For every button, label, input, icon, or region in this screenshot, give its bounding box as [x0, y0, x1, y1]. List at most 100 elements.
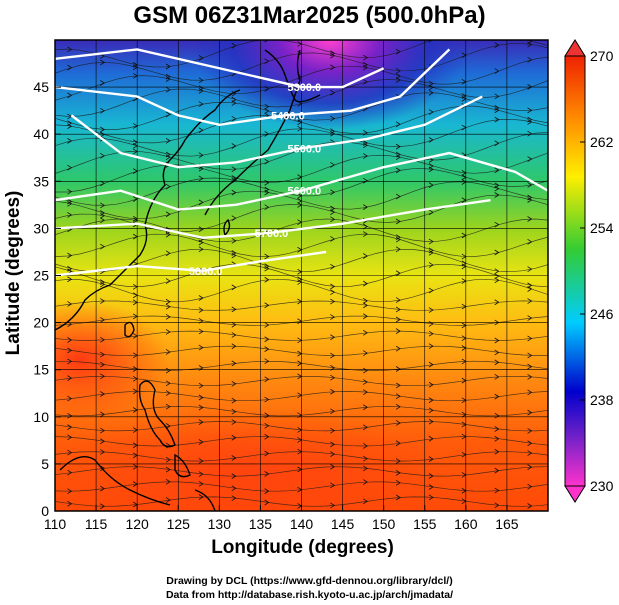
streamline-arrow — [100, 59, 106, 66]
streamline-arrow — [67, 276, 73, 283]
streamline-arrow — [330, 441, 336, 448]
streamline-arrow — [527, 197, 533, 203]
streamline-arrow — [330, 388, 336, 395]
streamline-arrow — [67, 395, 73, 402]
x-tick-label: 140 — [290, 516, 314, 532]
streamline-arrow — [527, 450, 533, 456]
streamline-arrow — [330, 463, 336, 470]
axis-ticks: 110 115 120 125 130 135 140 145 150 155 160 165 0 5 10… — [33, 79, 518, 532]
contour-line — [55, 250, 327, 277]
streamline-arrow — [231, 166, 237, 173]
x-tick-label: 145 — [331, 516, 355, 532]
streamline-arrow — [198, 55, 204, 61]
streamline-arrow — [428, 494, 434, 501]
streamline-arrow — [395, 218, 401, 225]
streamline-arrow — [494, 412, 500, 419]
streamline-arrow — [231, 252, 237, 259]
streamline-arrow — [264, 322, 270, 328]
streamline-arrow — [428, 238, 434, 245]
streamline-arrow — [428, 397, 434, 403]
streamline-arrow — [330, 263, 336, 270]
streamline-arrow — [264, 253, 270, 260]
streamline-arrow — [198, 101, 204, 107]
streamline-arrow — [395, 480, 401, 486]
streamline-arrow — [67, 424, 73, 430]
streamline-arrow — [527, 389, 533, 396]
streamline-arrow — [264, 346, 270, 352]
streamline-arrow — [428, 209, 434, 216]
streamline-arrow — [527, 374, 533, 380]
streamline-arrow — [428, 40, 433, 43]
streamline-arrow — [198, 127, 204, 134]
contour-label: 5400.0 — [271, 110, 305, 122]
streamline-arrow — [165, 111, 171, 118]
streamline-arrow — [330, 50, 336, 57]
streamline-arrow — [198, 199, 204, 206]
streamline-arrow — [264, 108, 270, 114]
streamline-arrow — [165, 86, 171, 93]
streamline-arrow — [363, 389, 368, 396]
streamline-arrow — [395, 366, 401, 372]
streamline-arrow — [231, 284, 237, 291]
streamline-arrow — [330, 482, 336, 489]
streamline-arrow — [428, 249, 434, 256]
streamline-arrow — [395, 345, 401, 352]
streamline-arrow — [395, 77, 401, 83]
streamline-arrow — [494, 277, 500, 284]
streamline-arrow — [67, 92, 73, 99]
streamline-arrow — [231, 485, 237, 492]
streamline-arrow — [198, 152, 204, 159]
streamline-arrow — [527, 182, 533, 188]
streamline-arrow — [67, 164, 73, 171]
streamline-arrow — [67, 188, 73, 195]
contour-label: 5800.0 — [189, 266, 223, 278]
streamline-arrow — [395, 236, 401, 243]
streamline-arrow — [231, 397, 237, 404]
streamline-arrow — [198, 175, 204, 182]
streamline-arrow — [527, 116, 533, 123]
contour-label: 5600.0 — [288, 186, 322, 198]
contour-line — [55, 151, 548, 211]
streamline-arrow — [231, 115, 237, 122]
streamline-arrow — [494, 374, 500, 380]
streamline-arrow — [330, 502, 336, 509]
streamline-arrow — [494, 68, 500, 74]
contour-line — [70, 95, 483, 169]
streamline-arrow — [165, 349, 171, 355]
streamline-arrow — [494, 42, 500, 48]
streamline-arrow — [428, 343, 434, 350]
streamline-arrow — [67, 64, 73, 71]
x-tick-label: 110 — [44, 516, 67, 532]
streamline-arrow — [165, 76, 171, 82]
streamline-arrow — [428, 182, 434, 188]
y-tick-label: 35 — [33, 173, 49, 189]
streamline-arrow — [527, 216, 533, 222]
streamline-arrow — [198, 226, 204, 233]
streamline-arrow — [198, 458, 204, 464]
streamline-arrow — [100, 317, 106, 323]
streamline-arrow — [100, 80, 106, 86]
streamline-arrow — [198, 295, 204, 301]
streamline-arrow — [494, 249, 500, 256]
streamline-arrow — [428, 435, 434, 442]
streamline-arrow — [428, 484, 434, 490]
streamline-arrow — [330, 130, 336, 137]
streamline-arrow — [198, 165, 204, 172]
streamline-arrow — [264, 204, 270, 211]
streamline-arrow — [527, 282, 533, 289]
colorbar-tick-label: 262 — [590, 134, 614, 150]
streamline-arrow — [428, 163, 434, 169]
x-tick-label: 120 — [125, 516, 149, 532]
streamline-arrow — [428, 137, 434, 143]
y-tick-label: 45 — [33, 79, 49, 95]
streamline-arrow — [527, 156, 533, 162]
streamline-arrow — [231, 175, 237, 181]
streamline-arrow — [395, 306, 401, 313]
contour-label: 5500.0 — [288, 143, 322, 155]
streamline-arrow — [264, 158, 270, 165]
streamline-arrow — [494, 167, 500, 174]
contour-label: 5300.0 — [288, 82, 322, 94]
streamline-arrow — [363, 79, 368, 85]
streamline-arrow — [100, 279, 106, 285]
warm-region-west — [55, 300, 170, 420]
